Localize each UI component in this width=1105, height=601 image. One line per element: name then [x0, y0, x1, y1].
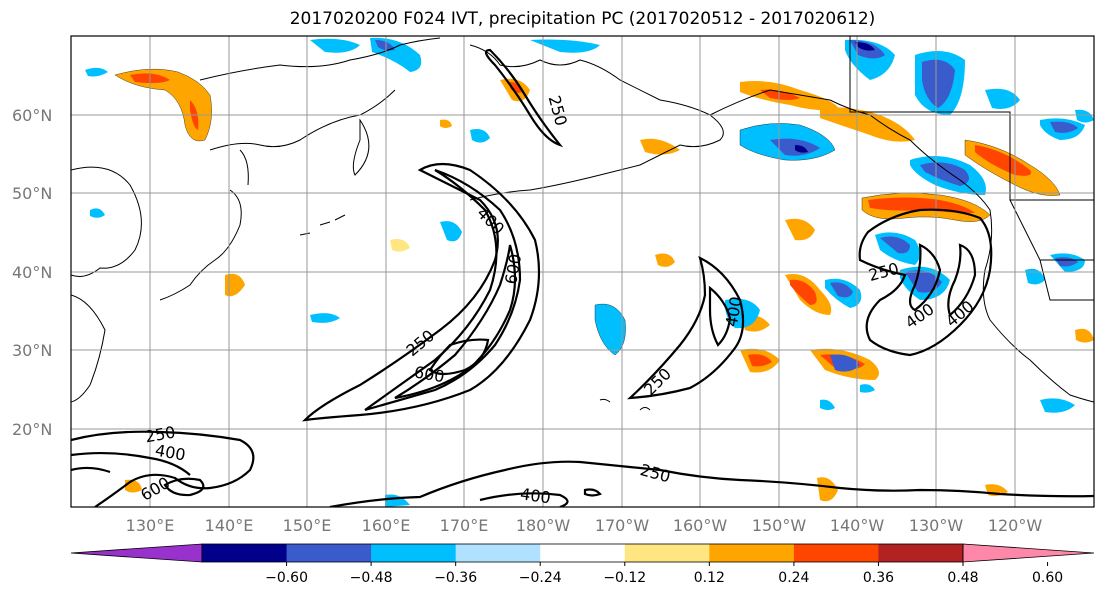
lon-label: 170°E: [440, 516, 489, 535]
lat-label-20n: 20°N: [12, 420, 52, 439]
lon-label: 150°E: [283, 516, 332, 535]
colorbar-tick-label: 0.48: [947, 570, 978, 586]
colorbar-tick-label: 0.12: [694, 570, 725, 586]
lon-label: 140°E: [205, 516, 254, 535]
map-frame: [70, 35, 1095, 508]
colorbar-tick-label: −0.36: [434, 570, 477, 586]
colorbar-outline: [201, 543, 964, 563]
colorbar-extension-low: [70, 543, 203, 563]
lon-label: 160°E: [362, 516, 411, 535]
borders: [849, 36, 1094, 301]
colorbar-tick-label: −0.48: [350, 570, 393, 586]
graticule: [71, 36, 1094, 507]
lon-label: 160°W: [673, 516, 728, 535]
colorbar-segment: [709, 544, 795, 562]
colorbar-segment: [455, 544, 541, 562]
lon-label: 130°W: [909, 516, 964, 535]
lat-label-50n: 50°N: [12, 184, 52, 203]
colorbar-tick-label: −0.60: [265, 570, 308, 586]
colorbar-tick-label: −0.24: [519, 570, 562, 586]
colorbar-extension-high: [962, 543, 1095, 563]
colorbar-tick-label: 0.24: [778, 570, 809, 586]
colorbar-segment: [540, 544, 626, 562]
map-title: 2017020200 F024 IVT, precipitation PC (2…: [289, 9, 876, 29]
lat-label-30n: 30°N: [12, 341, 52, 360]
colorbar-segment: [286, 544, 372, 562]
colorbar-segment: [878, 544, 964, 562]
colorbar-tick-label: 0.60: [1032, 570, 1063, 586]
lon-label: 170°W: [595, 516, 650, 535]
lon-label: 140°W: [830, 516, 885, 535]
precipitation-pc-field: [85, 37, 1094, 507]
lon-label: 130°E: [126, 516, 175, 535]
colorbar: −0.60 −0.48 −0.36 −0.24 −0.12 0.12 0.24 0.36 0.4…: [70, 543, 1095, 586]
colorbar-segment: [793, 544, 879, 562]
latitude-labels: 60°N 50°N 40°N 30°N 20°N: [12, 106, 52, 439]
colorbar-tick-label: −0.12: [603, 570, 646, 586]
lat-label-60n: 60°N: [12, 106, 52, 125]
lon-label: 120°W: [988, 516, 1043, 535]
colorbar-segment: [624, 544, 710, 562]
longitude-labels: 130°E 140°E 150°E 160°E 170°E 180°W 170°…: [126, 516, 1043, 535]
colorbar-segment: [202, 544, 288, 562]
colorbar-segment: [371, 544, 457, 562]
precip-outlines: [114, 68, 1061, 356]
lon-label: 180°W: [516, 516, 571, 535]
colorbar-tick-label: 0.36: [863, 570, 894, 586]
coastlines: [71, 37, 1094, 411]
svg-text:400: 400: [519, 484, 552, 507]
lon-label: 150°W: [752, 516, 807, 535]
ivt-contours: [71, 48, 1094, 507]
lat-label-40n: 40°N: [12, 263, 52, 282]
